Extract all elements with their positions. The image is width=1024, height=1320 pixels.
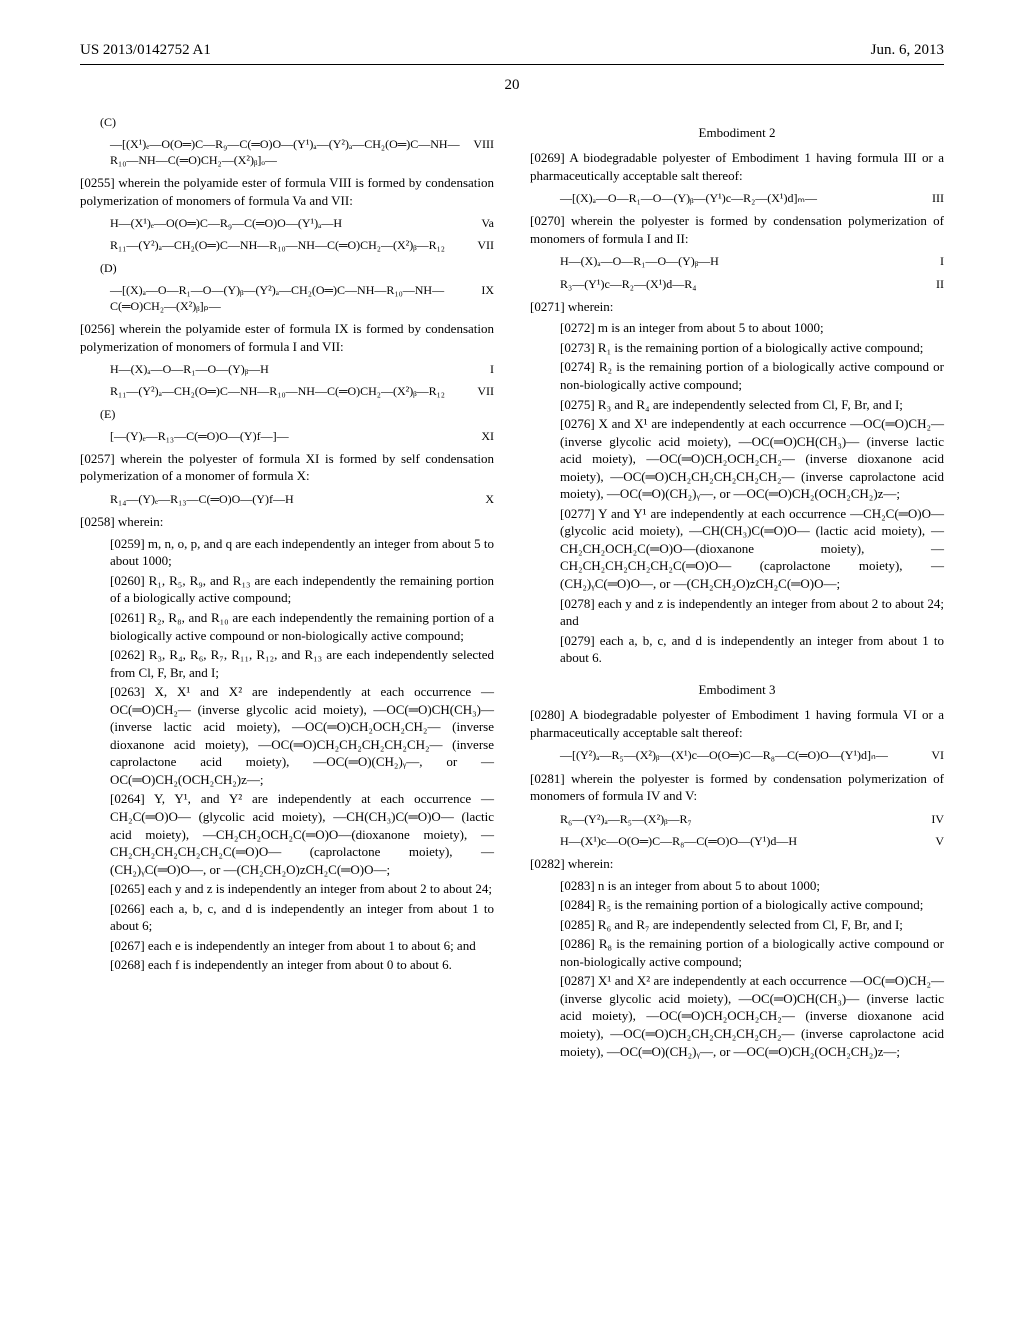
section-c-label: (C): [100, 114, 494, 130]
formula-number: X: [477, 491, 494, 507]
para-0272: [0272] m is an integer from about 5 to a…: [560, 319, 944, 337]
para-0276: [0276] X and X¹ are independently at eac…: [560, 415, 944, 503]
para-0280: [0280] A biodegradable polyester of Embo…: [530, 706, 944, 741]
para-0273: [0273] R₁ is the remaining portion of a …: [560, 339, 944, 357]
right-column: Embodiment 2 [0269] A biodegradable poly…: [530, 110, 944, 1063]
formula-ii: R₃—(Y¹)c—R₂—(X¹)d—R₄ II: [560, 276, 944, 292]
formula-vi: —[(Y²)ₐ—R₅—(X²)ᵦ—(X¹)c—O(O═)C—R₈—C(═O)O—…: [560, 747, 944, 763]
formula-ix: —[(X)ₐ—O—R₁—O—(Y)ᵦ—(Y²)ₐ—CH₂(O═)C—NH—R₁₀…: [110, 282, 494, 314]
para-0282: [0282] wherein:: [530, 855, 944, 873]
para-0258: [0258] wherein:: [80, 513, 494, 531]
formula-vii: R₁₁—(Y²)ₐ—CH₂(O═)C—NH—R₁₀—NH—C(═O)CH₂—(X…: [110, 237, 494, 253]
formula-number: IX: [473, 282, 494, 298]
para-0260: [0260] R₁, R₅, R₉, and R₁₃ are each inde…: [110, 572, 494, 607]
formula-text: H—(X)ₐ—O—R₁—O—(Y)ᵦ—H: [560, 253, 932, 269]
para-0277: [0277] Y and Y¹ are independently at eac…: [560, 505, 944, 593]
formula-iii: —[(X)ₐ—O—R₁—O—(Y)ᵦ—(Y¹)c—R₂—(X¹)d]ₘ— III: [560, 190, 944, 206]
left-column: (C) —[(X¹)ₑ—O(O═)C—R₉—C(═O)O—(Y¹)ₐ—(Y²)ₐ…: [80, 110, 494, 1063]
para-0265: [0265] each y and z is independently an …: [110, 880, 494, 898]
para-0264: [0264] Y, Y¹, and Y² are independently a…: [110, 790, 494, 878]
page-number: 20: [0, 75, 1024, 95]
para-0268: [0268] each f is independently an intege…: [110, 956, 494, 974]
formula-iv: R₆—(Y²)ₐ—R₅—(X²)ᵦ—R₇ IV: [560, 811, 944, 827]
para-0279: [0279] each a, b, c, and d is independen…: [560, 632, 944, 667]
formula-x: R₁₄—(Y)ₑ—R₁₃—C(═O)O—(Y)f—H X: [110, 491, 494, 507]
para-0255: [0255] wherein the polyamide ester of fo…: [80, 174, 494, 209]
formula-va: H—(X¹)ₑ—O(O═)C—R₉—C(═O)O—(Y¹)ₐ—H Va: [110, 215, 494, 231]
two-column-body: (C) —[(X¹)ₑ—O(O═)C—R₉—C(═O)O—(Y¹)ₐ—(Y²)ₐ…: [0, 110, 1024, 1063]
embodiment-2-heading: Embodiment 2: [530, 124, 944, 142]
publication-number: US 2013/0142752 A1: [80, 40, 211, 60]
para-0257: [0257] wherein the polyester of formula …: [80, 450, 494, 485]
formula-text: R₃—(Y¹)c—R₂—(X¹)d—R₄: [560, 276, 928, 292]
header-rule: [80, 64, 944, 65]
page-header: US 2013/0142752 A1 Jun. 6, 2013: [0, 0, 1024, 64]
patent-page: US 2013/0142752 A1 Jun. 6, 2013 20 (C) —…: [0, 0, 1024, 1320]
formula-text: —[(X)ₐ—O—R₁—O—(Y)ᵦ—(Y²)ₐ—CH₂(O═)C—NH—R₁₀…: [110, 282, 473, 314]
para-0256: [0256] wherein the polyamide ester of fo…: [80, 320, 494, 355]
formula-text: R₆—(Y²)ₐ—R₅—(X²)ᵦ—R₇: [560, 811, 923, 827]
para-0281: [0281] wherein the polyester is formed b…: [530, 770, 944, 805]
formula-text: —[(X¹)ₑ—O(O═)C—R₉—C(═O)O—(Y¹)ₐ—(Y²)ₐ—CH₂…: [110, 136, 465, 168]
formula-i: H—(X)ₐ—O—R₁—O—(Y)ᵦ—H I: [110, 361, 494, 377]
formula-vii-2: R₁₁—(Y²)ₐ—CH₂(O═)C—NH—R₁₀—NH—C(═O)CH₂—(X…: [110, 383, 494, 399]
para-0287: [0287] X¹ and X² are independently at ea…: [560, 972, 944, 1060]
formula-text: [—(Y)ₑ—R₁₃—C(═O)O—(Y)f—]—: [110, 428, 473, 444]
formula-text: H—(X)ₐ—O—R₁—O—(Y)ᵦ—H: [110, 361, 482, 377]
formula-text: —[(X)ₐ—O—R₁—O—(Y)ᵦ—(Y¹)c—R₂—(X¹)d]ₘ—: [560, 190, 924, 206]
formula-number: IV: [923, 811, 944, 827]
section-e-label: (E): [100, 406, 494, 422]
para-0284: [0284] R₅ is the remaining portion of a …: [560, 896, 944, 914]
para-0278: [0278] each y and z is independently an …: [560, 595, 944, 630]
formula-number: II: [928, 276, 944, 292]
formula-text: H—(X¹)c—O(O═)C—R₈—C(═O)O—(Y¹)d—H: [560, 833, 927, 849]
para-0286: [0286] R₈ is the remaining portion of a …: [560, 935, 944, 970]
para-0283: [0283] n is an integer from about 5 to a…: [560, 877, 944, 895]
formula-number: XI: [473, 428, 494, 444]
formula-text: R₁₁—(Y²)ₐ—CH₂(O═)C—NH—R₁₀—NH—C(═O)CH₂—(X…: [110, 383, 469, 399]
formula-number: V: [927, 833, 944, 849]
formula-v: H—(X¹)c—O(O═)C—R₈—C(═O)O—(Y¹)d—H V: [560, 833, 944, 849]
formula-number: III: [924, 190, 944, 206]
para-0259: [0259] m, n, o, p, and q are each indepe…: [110, 535, 494, 570]
para-0269: [0269] A biodegradable polyester of Embo…: [530, 149, 944, 184]
para-0261: [0261] R₂, R₈, and R₁₀ are each independ…: [110, 609, 494, 644]
embodiment-3-heading: Embodiment 3: [530, 681, 944, 699]
para-0267: [0267] each e is independently an intege…: [110, 937, 494, 955]
para-0274: [0274] R₂ is the remaining portion of a …: [560, 358, 944, 393]
para-0266: [0266] each a, b, c, and d is independen…: [110, 900, 494, 935]
formula-number: VII: [469, 383, 494, 399]
formula-number: Va: [473, 215, 494, 231]
formula-number: I: [932, 253, 944, 269]
para-0271: [0271] wherein:: [530, 298, 944, 316]
formula-text: R₁₁—(Y²)ₐ—CH₂(O═)C—NH—R₁₀—NH—C(═O)CH₂—(X…: [110, 237, 469, 253]
para-0270: [0270] wherein the polyester is formed b…: [530, 212, 944, 247]
formula-text: H—(X¹)ₑ—O(O═)C—R₉—C(═O)O—(Y¹)ₐ—H: [110, 215, 473, 231]
formula-xi: [—(Y)ₑ—R₁₃—C(═O)O—(Y)f—]— XI: [110, 428, 494, 444]
formula-text: R₁₄—(Y)ₑ—R₁₃—C(═O)O—(Y)f—H: [110, 491, 477, 507]
section-d-label: (D): [100, 260, 494, 276]
formula-number: VIII: [465, 136, 494, 152]
para-0275: [0275] R₃ and R₄ are independently selec…: [560, 396, 944, 414]
para-0262: [0262] R₃, R₄, R₆, R₇, R₁₁, R₁₂, and R₁₃…: [110, 646, 494, 681]
para-0285: [0285] R₆ and R₇ are independently selec…: [560, 916, 944, 934]
formula-text: —[(Y²)ₐ—R₅—(X²)ᵦ—(X¹)c—O(O═)C—R₈—C(═O)O—…: [560, 747, 923, 763]
formula-number: VII: [469, 237, 494, 253]
formula-i-r: H—(X)ₐ—O—R₁—O—(Y)ᵦ—H I: [560, 253, 944, 269]
para-0263: [0263] X, X¹ and X² are independently at…: [110, 683, 494, 788]
formula-number: VI: [923, 747, 944, 763]
formula-number: I: [482, 361, 494, 377]
publication-date: Jun. 6, 2013: [871, 40, 944, 60]
formula-viii: —[(X¹)ₑ—O(O═)C—R₉—C(═O)O—(Y¹)ₐ—(Y²)ₐ—CH₂…: [110, 136, 494, 168]
